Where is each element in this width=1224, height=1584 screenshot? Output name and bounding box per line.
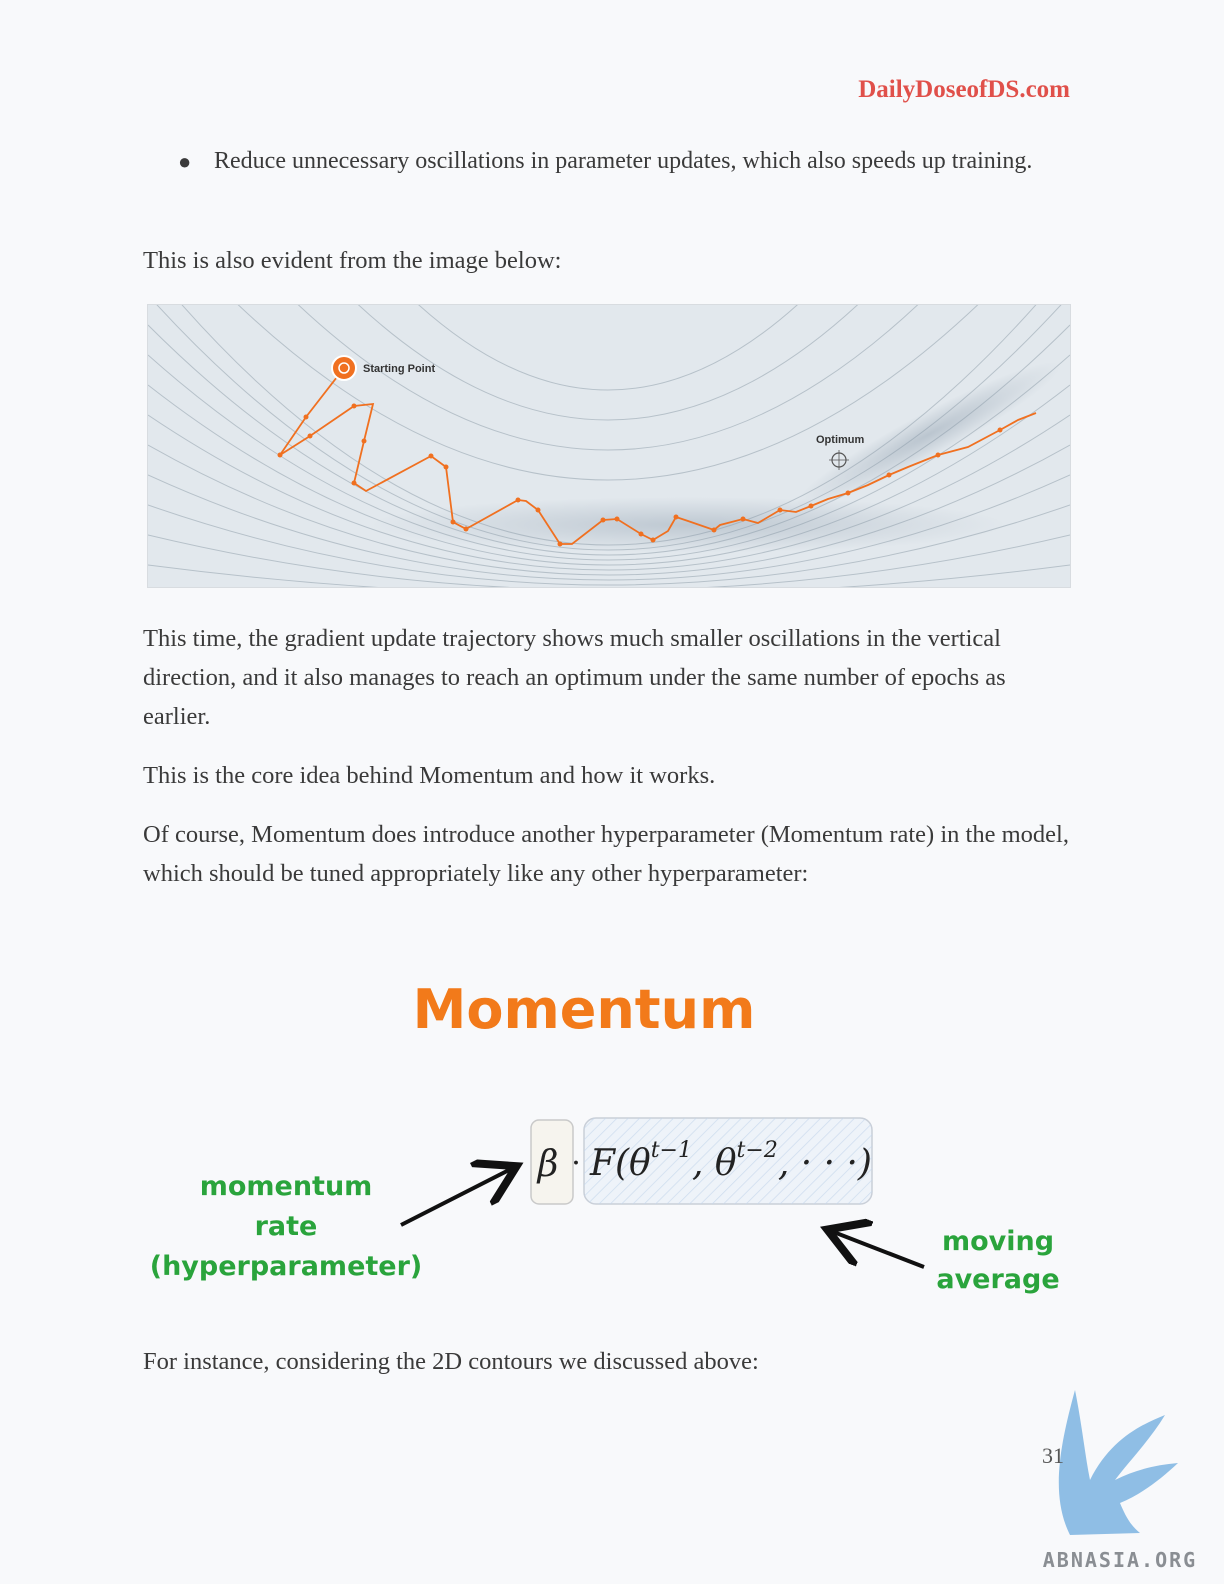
page-number: 31: [1042, 1443, 1064, 1468]
paragraph-trajectory: This time, the gradient update trajector…: [143, 625, 1006, 730]
average-arrow-icon: [831, 1231, 925, 1269]
bullet-item: ● Reduce unnecessary oscillations in par…: [178, 142, 1058, 181]
paragraph-core-idea: This is the core idea behind Momentum an…: [143, 762, 716, 789]
site-header: DailyDoseofDS.com: [858, 76, 1070, 103]
average-label-line1: moving: [942, 1226, 1054, 1257]
paragraph-instance: For instance, considering the 2D contour…: [143, 1348, 759, 1375]
paragraph-hyperparameter: Of course, Momentum does introduce anoth…: [143, 821, 1069, 887]
contour-trajectory-figure: Starting Point Optimum: [147, 304, 1071, 588]
trajectory-path: [279, 367, 1037, 545]
beta-box: [530, 1119, 574, 1205]
rate-arrow-icon: [400, 1168, 513, 1227]
optimum-label: Optimum: [816, 434, 864, 446]
watermark-logo: ABNASIA.ORG: [1030, 1385, 1210, 1575]
rate-label-line3: (hyperparameter): [150, 1251, 423, 1282]
wing-logo-icon: [1058, 1390, 1178, 1535]
moving-average-formula: F(θt−1, θt−2, · · ·): [589, 1138, 872, 1184]
rate-label-line2: rate: [255, 1211, 318, 1242]
beta-symbol: β: [536, 1144, 559, 1185]
watermark-text: ABNASIA.ORG: [1043, 1548, 1197, 1572]
bullet-dot-icon: ●: [178, 149, 192, 174]
starting-point-marker: [331, 355, 357, 381]
paragraph-evident: This is also evident from the image belo…: [143, 247, 562, 274]
momentum-formula-figure: Momentum β · F(θt−1, θt−2, · · ·) moment…: [146, 955, 1076, 1315]
average-label-line2: average: [936, 1264, 1059, 1295]
momentum-title: Momentum: [413, 978, 756, 1041]
starting-point-label: Starting Point: [363, 363, 435, 375]
bullet-text: Reduce unnecessary oscillations in param…: [214, 148, 1033, 174]
rate-label-line1: momentum: [200, 1171, 373, 1202]
optimum-marker: [829, 450, 849, 470]
multiply-dot: ·: [571, 1146, 581, 1181]
